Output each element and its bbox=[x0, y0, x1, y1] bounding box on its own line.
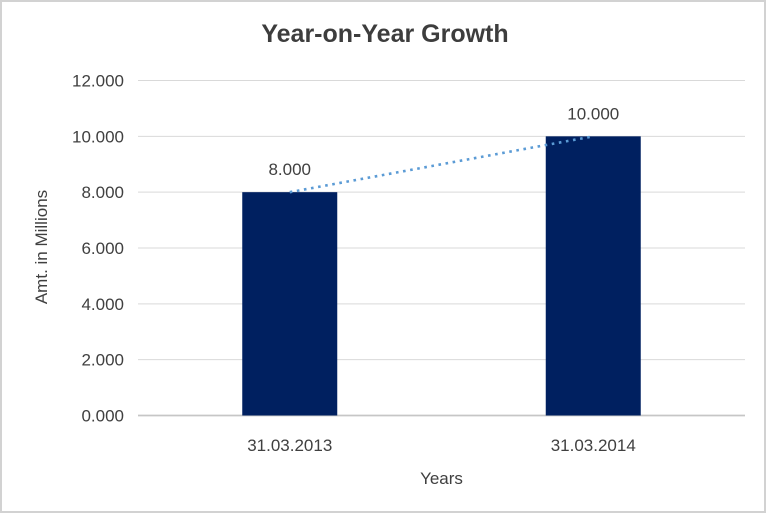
trendline-dotted bbox=[289, 135, 594, 194]
y-tick-label: 12.000 bbox=[72, 72, 124, 91]
bar-data-label: 8.000 bbox=[268, 160, 311, 179]
y-tick-label: 6.000 bbox=[81, 239, 124, 258]
x-axis-title: Years bbox=[420, 469, 463, 488]
x-tick-label: 31.03.2014 bbox=[551, 436, 636, 455]
bar bbox=[242, 192, 338, 416]
y-tick-label: 0.000 bbox=[81, 407, 124, 426]
bar bbox=[545, 136, 641, 416]
y-tick-label: 2.000 bbox=[81, 351, 124, 370]
y-tick-label: 4.000 bbox=[81, 295, 124, 314]
y-tick-label: 10.000 bbox=[72, 127, 124, 146]
chart-title: Year-on-Year Growth bbox=[261, 20, 509, 48]
y-tick-label: 8.000 bbox=[81, 183, 124, 202]
bar-data-label: 10.000 bbox=[567, 104, 619, 123]
y-axis-title: Amt. in Millions bbox=[32, 189, 51, 305]
x-tick-label: 31.03.2013 bbox=[247, 436, 332, 455]
